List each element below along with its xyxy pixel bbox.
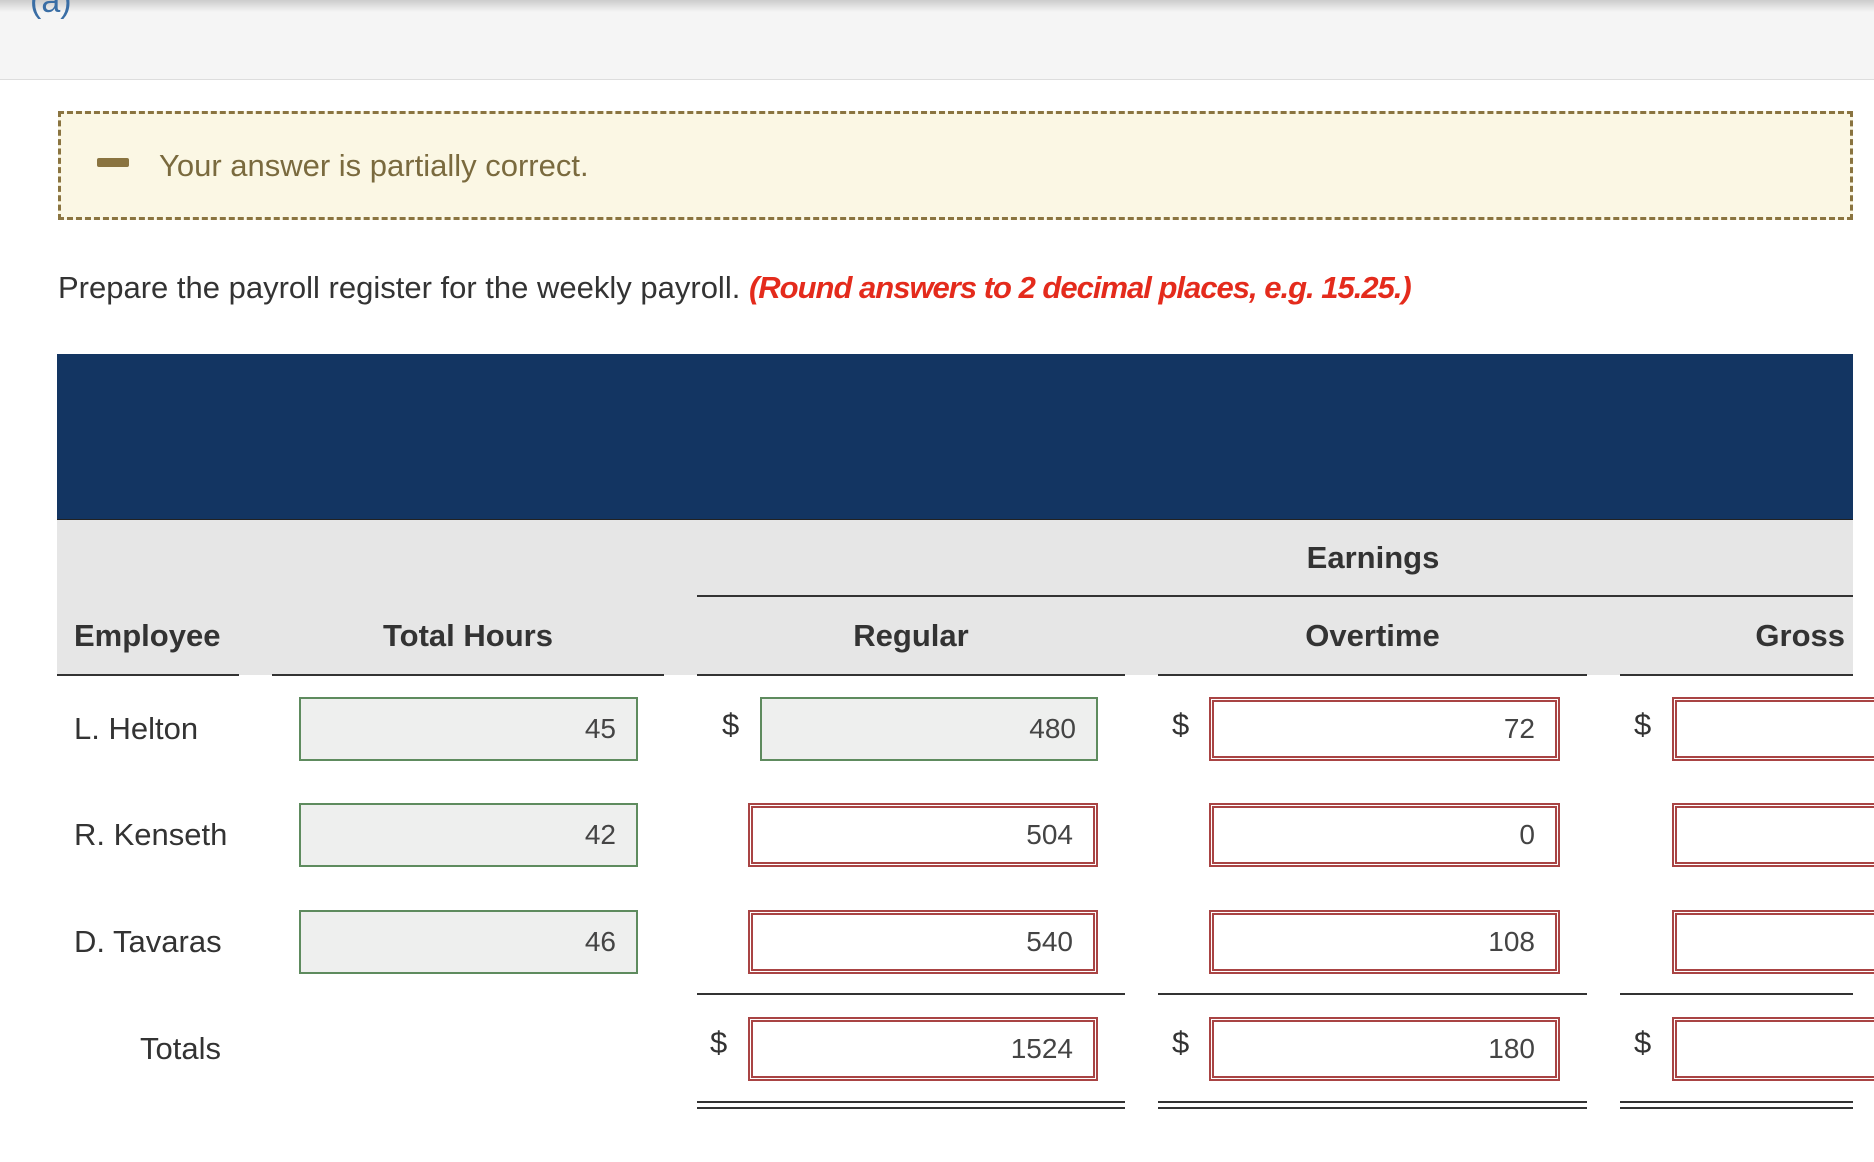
column-header: Total Hours (383, 618, 553, 653)
overtime-input[interactable]: 108 (1209, 910, 1560, 974)
group-header: Earnings (1306, 540, 1440, 575)
gross-total-input[interactable] (1672, 1017, 1874, 1081)
overtime-total-input[interactable]: 180 (1209, 1017, 1560, 1081)
partial-icon (97, 158, 129, 167)
gross-input[interactable] (1672, 697, 1874, 761)
column-header: Employee (74, 618, 221, 653)
top-bar (0, 0, 1874, 80)
instruction: Prepare the payroll register for the wee… (58, 270, 1412, 306)
instruction-text: Prepare the payroll register for the wee… (58, 270, 741, 305)
total-line (697, 1101, 1125, 1103)
part-label[interactable]: (a) (30, 0, 72, 20)
regular-input[interactable]: 540 (748, 910, 1098, 974)
currency: $ (1172, 1025, 1190, 1060)
subtotal-line (1620, 993, 1853, 995)
subtotal-line (697, 993, 1125, 995)
column-header: Regular (853, 618, 969, 653)
employee-name: D. Tavaras (74, 924, 222, 959)
employee-name: R. Kenseth (74, 817, 228, 852)
column-underline (1158, 674, 1587, 676)
column-header: Overtime (1305, 618, 1440, 653)
hours-input[interactable]: 42 (299, 803, 638, 867)
column-underline (1620, 674, 1853, 676)
currency: $ (722, 707, 740, 742)
total-line (1158, 1101, 1587, 1103)
gross-input[interactable] (1672, 803, 1874, 867)
column-header: Gross (1755, 618, 1845, 653)
total-line (1620, 1101, 1853, 1103)
regular-total-input[interactable]: 1524 (748, 1017, 1098, 1081)
subtotal-line (1158, 993, 1587, 995)
column-underline (697, 674, 1125, 676)
hours-input[interactable]: 45 (299, 697, 638, 761)
column-underline (57, 674, 239, 676)
table-banner (57, 354, 1853, 521)
currency: $ (1172, 707, 1190, 742)
currency: $ (1634, 707, 1652, 742)
totals-label: Totals (140, 1031, 221, 1066)
total-line (697, 1107, 1125, 1109)
table-header (57, 520, 1853, 675)
feedback-box: Your answer is partially correct. (58, 111, 1853, 220)
regular-input[interactable]: 480 (760, 697, 1098, 761)
regular-input[interactable]: 504 (748, 803, 1098, 867)
overtime-input[interactable]: 0 (1209, 803, 1560, 867)
group-underline (697, 595, 1853, 597)
total-line (1158, 1107, 1587, 1109)
column-underline (272, 674, 664, 676)
feedback-message: Your answer is partially correct. (159, 148, 589, 183)
overtime-input[interactable]: 72 (1209, 697, 1560, 761)
currency: $ (1634, 1025, 1652, 1060)
instruction-note: (Round answers to 2 decimal places, e.g.… (748, 270, 1412, 305)
employee-name: L. Helton (74, 711, 199, 746)
currency: $ (710, 1025, 728, 1060)
hours-input[interactable]: 46 (299, 910, 638, 974)
total-line (1620, 1107, 1853, 1109)
gross-input[interactable] (1672, 910, 1874, 974)
top-shadow (0, 0, 1874, 12)
